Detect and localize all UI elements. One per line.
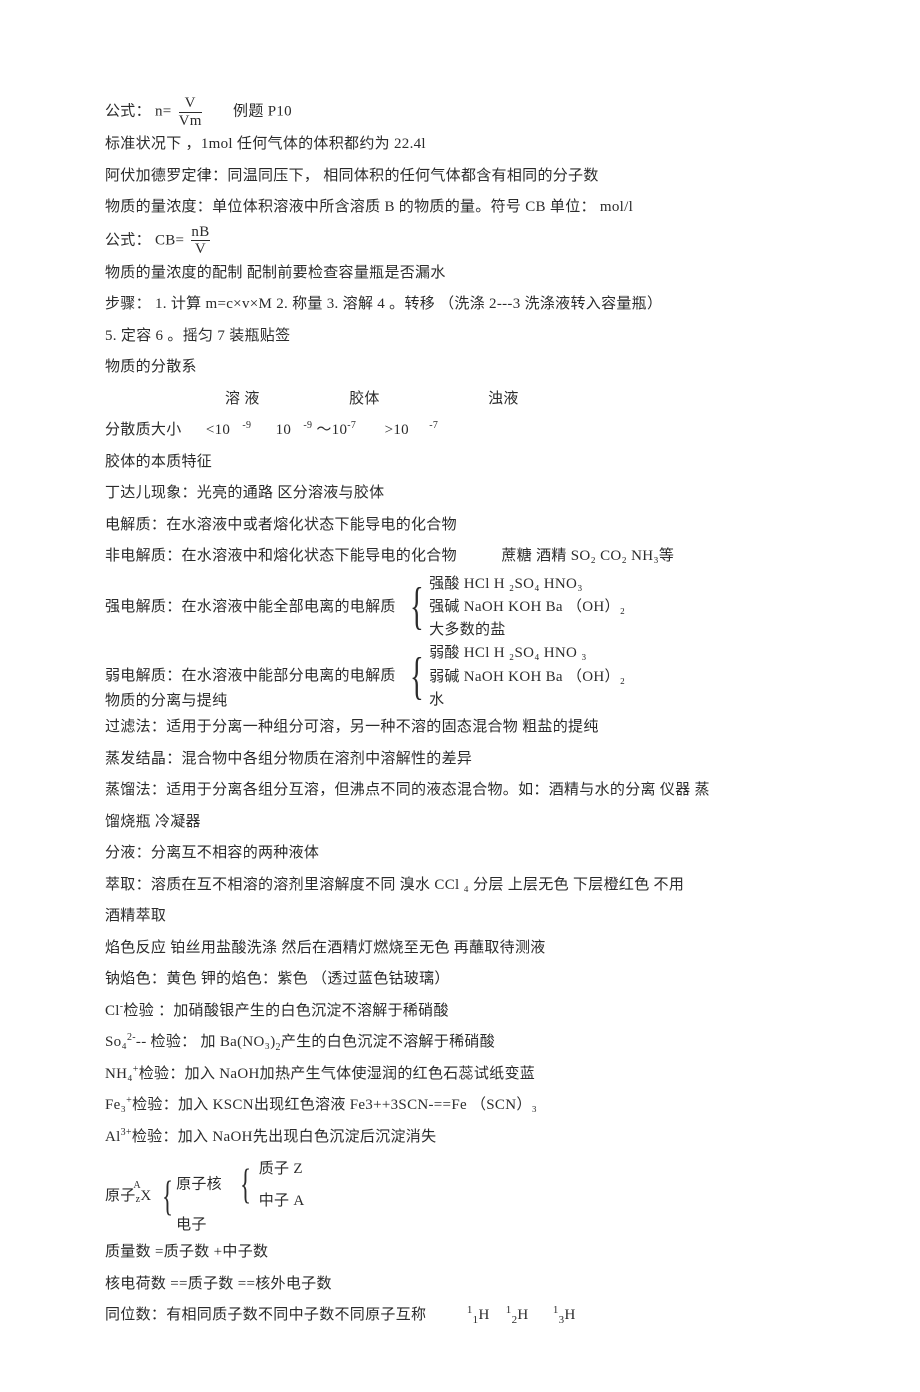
left-brace-icon: { bbox=[162, 1176, 173, 1218]
line-fe3-test: Fe₃+检验：加入 KSCN出现红色溶液 Fe3++3SCN-==Fe （SCN… bbox=[105, 1090, 815, 1122]
ion: Al bbox=[105, 1129, 121, 1145]
col-colloid: 胶体 bbox=[349, 384, 484, 416]
atom-structure: 原子 zAX { 原子核 { 质子 Z 中子 A 电子 bbox=[105, 1157, 815, 1237]
fraction-v-vm: V Vm bbox=[179, 95, 202, 129]
fraction-den: V bbox=[191, 240, 209, 258]
item: 强碱 NaOH KOH Ba （OH）₂ bbox=[429, 596, 625, 619]
isotope: H bbox=[517, 1307, 528, 1323]
formula-cb-prefix: 公式： CB= bbox=[105, 232, 184, 248]
text: 同位数：有相同质子数不同中子数不同原子互称 bbox=[105, 1307, 426, 1323]
weak-list: 弱酸 HCl H ₂SO₄ HNO ₃ 弱碱 NaOH KOH Ba （OH）₂… bbox=[429, 642, 625, 712]
desc: 产生的白色沉淀不溶解于稀硝酸 bbox=[281, 1034, 495, 1050]
item: 强酸 HCl H ₂SO₄ HNO₃ bbox=[429, 573, 625, 596]
formula-cb: 公式： CB= nB V bbox=[105, 224, 815, 258]
ion: Fe₃ bbox=[105, 1097, 126, 1113]
cell: ～10 bbox=[316, 422, 347, 438]
line-so4-test: So₄2--- 检验： 加 Ba(NO₃)2产生的白色沉淀不溶解于稀硝酸 bbox=[105, 1027, 815, 1059]
line-prep1: 物质的量浓度的配制 配制前要检查容量瓶是否漏水 bbox=[105, 258, 815, 290]
desc: 检验：加入 NaOH加热产生气体使湿润的红色石蕊试纸变蓝 bbox=[139, 1066, 535, 1082]
line-avogadro: 阿伏加德罗定律：同温同压下， 相同体积的任何气体都含有相同的分子数 bbox=[105, 161, 815, 193]
line-prep2: 步骤： 1. 计算 m=c×v×M 2. 称量 3. 溶解 4 。转移 （洗涤 … bbox=[105, 289, 815, 321]
item: 水 bbox=[429, 689, 625, 712]
isotope: H bbox=[564, 1307, 575, 1323]
fraction-num: V bbox=[179, 95, 202, 112]
exp: -7 bbox=[347, 420, 356, 431]
formula-vm: 公式： n= V Vm 例题 P10 bbox=[105, 95, 815, 129]
dispersion-header: 溶 液 胶体 浊液 bbox=[225, 384, 815, 416]
line-nonelectrolyte: 非电解质：在水溶液中和熔化状态下能导电的化合物 蔗糖 酒精 SO₂ CO₂ NH… bbox=[105, 541, 815, 573]
line-tyndall: 丁达儿现象：光亮的通路 区分溶液与胶体 bbox=[105, 478, 815, 510]
dispersion-row: 分散质大小 <10 -9 10 -9 ～10-7 >10 -7 bbox=[105, 415, 815, 447]
cell: >10 bbox=[385, 422, 409, 438]
line-stp: 标准状况下 ，1mol 任何气体的体积都约为 22.4l bbox=[105, 129, 815, 161]
line-concentration: 物质的量浓度：单位体积溶液中所含溶质 B 的物质的量。符号 CB 单位： mol… bbox=[105, 192, 815, 224]
cell: 10 bbox=[276, 422, 292, 438]
charge: 3+ bbox=[121, 1127, 132, 1138]
exp: -9 bbox=[242, 420, 251, 431]
line-extract1: 萃取：溶质在互不相溶的溶剂里溶解度不同 溴水 CCl ₄ 分层 上层无色 下层橙… bbox=[105, 870, 815, 902]
line-sep-liq: 分液：分离互不相容的两种液体 bbox=[105, 838, 815, 870]
cell: <10 bbox=[206, 422, 230, 438]
fraction-nb-v: nB V bbox=[191, 224, 209, 258]
strong-electrolyte-row: 强电解质：在水溶液中能全部电离的电解质 { 强酸 HCl H ₂SO₄ HNO₃… bbox=[105, 573, 815, 643]
text: 蔗糖 酒精 SO₂ CO₂ NH₃等 bbox=[501, 548, 674, 564]
left-brace-icon: { bbox=[240, 1164, 251, 1206]
line-dispersion-title: 物质的分散系 bbox=[105, 352, 815, 384]
ion: So₄ bbox=[105, 1034, 127, 1050]
charge: 2- bbox=[127, 1032, 136, 1043]
document-page: 公式： n= V Vm 例题 P10 标准状况下 ，1mol 任何气体的体积都约… bbox=[0, 0, 920, 1392]
separation-title: 物质的分离与提纯 bbox=[105, 686, 227, 718]
exp: -7 bbox=[429, 420, 438, 431]
line-colloid: 胶体的本质特征 bbox=[105, 447, 815, 479]
line-flame1: 焰色反应 铂丝用盐酸洗涤 然后在酒精灯燃烧至无色 再蘸取待测液 bbox=[105, 933, 815, 965]
col-solution: 溶 液 bbox=[225, 384, 345, 416]
line-prep3: 5. 定容 6 。摇匀 7 装瓶贴签 bbox=[105, 321, 815, 353]
line-electrolyte: 电解质：在水溶液中或者熔化状态下能导电的化合物 bbox=[105, 510, 815, 542]
ion: Cl bbox=[105, 1003, 120, 1019]
atom-level2: 质子 Z 中子 A bbox=[259, 1157, 305, 1213]
formula-vm-suffix: 例题 P10 bbox=[233, 103, 292, 119]
line-evap: 蒸发结晶：混合物中各组分物质在溶剂中溶解性的差异 bbox=[105, 744, 815, 776]
line-distill2: 馏烧瓶 冷凝器 bbox=[105, 807, 815, 839]
desc: -- 检验： 加 Ba(NO₃) bbox=[136, 1034, 276, 1050]
line-mass-number: 质量数 =质子数 +中子数 bbox=[105, 1237, 815, 1269]
weak-electrolyte-row: 弱电解质：在水溶液中能部分电离的电解质 { 弱酸 HCl H ₂SO₄ HNO … bbox=[105, 642, 815, 712]
item: 弱酸 HCl H ₂SO₄ HNO ₃ bbox=[429, 642, 625, 665]
desc: 检验：加入 KSCN出现红色溶液 Fe3++3SCN-==Fe （SCN）₃ bbox=[132, 1097, 537, 1113]
nucleus-label: 原子核 bbox=[176, 1176, 222, 1192]
fraction-den: Vm bbox=[179, 112, 202, 130]
formula-vm-prefix: 公式： n= bbox=[105, 103, 172, 119]
line-distill1: 蒸馏法：适用于分离各组分互溶，但沸点不同的液态混合物。如：酒精与水的分离 仪器 … bbox=[105, 775, 815, 807]
nuclide-x: X bbox=[140, 1181, 151, 1213]
line-al3-test: Al3+检验：加入 NaOH先出现白色沉淀后沉淀消失 bbox=[105, 1122, 815, 1154]
strong-list: 强酸 HCl H ₂SO₄ HNO₃ 强碱 NaOH KOH Ba （OH）₂ … bbox=[429, 573, 625, 643]
fraction-num: nB bbox=[191, 224, 209, 241]
line-charge-number: 核电荷数 ==质子数 ==核外电子数 bbox=[105, 1269, 815, 1301]
row-label: 分散质大小 bbox=[105, 422, 182, 438]
electron-label: 电子 bbox=[176, 1213, 304, 1237]
proton-label: 质子 Z bbox=[259, 1157, 305, 1181]
desc: 检验 ：加硝酸银产生的白色沉淀不溶解于稀硝酸 bbox=[123, 1003, 448, 1019]
col-turbid: 浊液 bbox=[488, 384, 519, 416]
left-brace-icon: { bbox=[410, 581, 424, 633]
item: 弱碱 NaOH KOH Ba （OH）₂ bbox=[429, 666, 625, 689]
ion: NH₄ bbox=[105, 1066, 133, 1082]
label: 强电解质：在水溶液中能全部电离的电解质 bbox=[105, 592, 396, 624]
line-cl-test: Cl-检验 ：加硝酸银产生的白色沉淀不溶解于稀硝酸 bbox=[105, 996, 815, 1028]
desc: 检验：加入 NaOH先出现白色沉淀后沉淀消失 bbox=[132, 1129, 437, 1145]
atom-label: 原子 bbox=[105, 1181, 136, 1213]
text: 非电解质：在水溶液中和熔化状态下能导电的化合物 bbox=[105, 548, 457, 564]
line-nh4-test: NH₄+检验：加入 NaOH加热产生气体使湿润的红色石蕊试纸变蓝 bbox=[105, 1059, 815, 1091]
neutron-label: 中子 A bbox=[259, 1189, 305, 1213]
line-extract2: 酒精萃取 bbox=[105, 901, 815, 933]
exp: -9 bbox=[303, 420, 312, 431]
line-isotope: 同位数：有相同质子数不同中子数不同原子互称 11H 12H 13H bbox=[105, 1300, 815, 1332]
left-brace-icon: { bbox=[410, 651, 424, 703]
atom-level1: 原子核 { 质子 Z 中子 A 电子 bbox=[176, 1157, 304, 1237]
line-flame2: 钠焰色：黄色 钾的焰色：紫色 （透过蓝色钴玻璃） bbox=[105, 964, 815, 996]
item: 大多数的盐 bbox=[429, 619, 625, 642]
isotope: H bbox=[478, 1307, 489, 1323]
